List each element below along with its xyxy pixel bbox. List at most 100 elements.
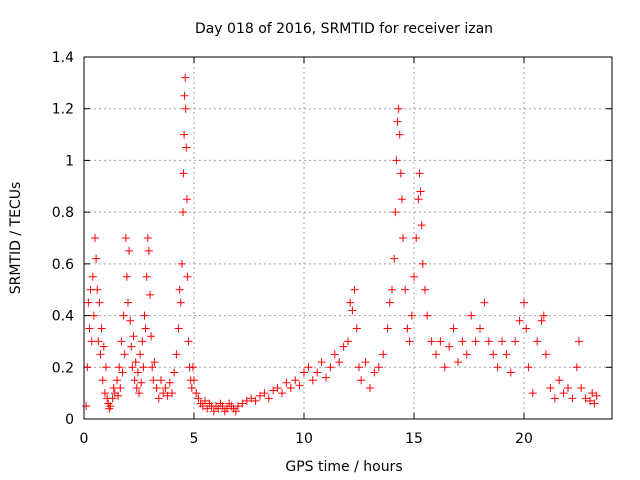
data-point [410,272,418,281]
data-point [357,376,366,385]
data-point [187,383,196,392]
data-point [348,306,357,315]
data-point [85,324,94,333]
data-point [83,363,92,372]
data-point [122,272,131,281]
data-point [407,311,416,320]
y-tick-label: 1.4 [52,50,74,66]
ticks: 0 0.2 0.4 0.6 0.8 1 1.2 1.4 0 5 10 15 20 [52,50,612,447]
y-tick-label: 0.6 [52,257,74,273]
data-point [190,376,198,385]
data-point [146,290,154,299]
chart-title: Day 018 of 2016, SRMTID for receiver iza… [195,21,493,37]
data-point [127,342,136,351]
data-point [392,156,401,165]
data-point [427,337,436,346]
data-point [498,337,506,346]
data-point [92,254,101,263]
data-point [99,342,108,351]
data-point [269,386,278,395]
data-point [403,324,412,333]
data-point [542,350,550,359]
data-point [120,350,129,359]
data-point [149,376,158,385]
data-point [581,394,590,403]
data-point [264,394,273,403]
data-point [317,358,326,367]
data-point [130,376,139,385]
data-point [522,324,531,333]
data-point [383,324,392,333]
data-point [366,383,374,392]
data-point [106,402,115,411]
data-point [157,376,165,385]
data-point [148,363,157,372]
data-point [137,378,146,387]
data-point [361,358,370,367]
y-tick-label: 0.2 [52,360,74,376]
x-tick-label: 5 [190,431,199,447]
y-tick-label: 0 [65,412,74,428]
data-point [201,396,209,405]
y-tick-label: 1 [65,153,74,169]
data-point [586,396,594,405]
data-point [100,389,109,398]
data-point [129,332,138,341]
data-point [132,383,141,392]
data-point [154,394,163,403]
data-point [94,337,103,346]
data-point [379,350,388,359]
data-point [286,383,295,392]
data-point [462,350,471,359]
data-point [93,285,102,294]
data-point [91,234,99,242]
data-point [124,298,132,307]
data-point [489,350,498,359]
data-point [322,373,330,382]
data-point [179,208,187,217]
data-point [559,389,568,398]
data-point [180,130,189,139]
data-point [282,378,291,387]
data-point [142,272,151,281]
data-point [564,383,572,392]
data-point [174,324,183,333]
data-point [182,195,191,204]
data-point [300,368,308,377]
data-point [242,396,251,405]
data-point [352,324,361,333]
data-point [214,404,223,413]
data-point [511,337,520,346]
data-point [165,378,174,387]
data-point [218,402,227,411]
x-tick-label: 10 [295,431,313,447]
data-point [135,389,143,398]
data-point [119,311,128,320]
data-point [423,311,432,320]
data-point [568,394,577,403]
data-point [95,298,104,307]
data-point [125,246,134,255]
data-point [177,259,186,268]
data-point [445,342,454,351]
data-point [572,363,581,372]
data-point [234,402,242,411]
data-point [163,391,172,400]
data-point [89,311,98,320]
data-point [170,368,179,377]
plot-frame [83,56,613,420]
data-point [484,337,493,346]
data-point [397,195,406,204]
data-point [140,311,149,320]
data-point [414,195,423,204]
data-point [416,187,425,196]
data-point [493,363,502,372]
x-tick-label: 0 [80,431,89,447]
data-point [355,363,363,372]
data-point [238,399,247,408]
data-point [546,383,555,392]
data-point [395,130,404,139]
data-point [161,383,170,392]
data-point [555,376,564,385]
data-point [401,285,410,294]
